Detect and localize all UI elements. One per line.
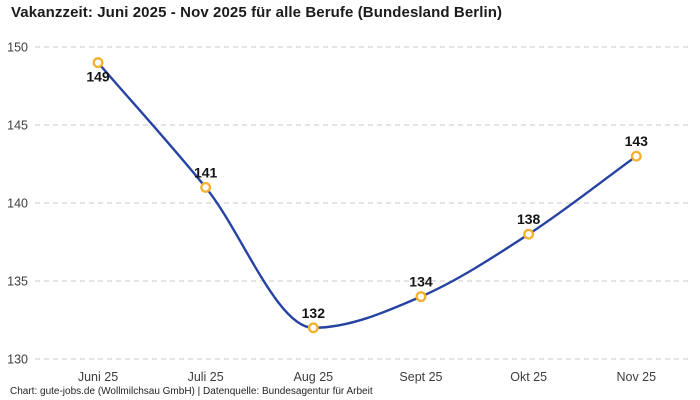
x-axis-label: Aug 25: [294, 370, 334, 384]
series-layer: [92, 57, 642, 334]
data-point-label: 143: [625, 133, 649, 149]
y-tick-label: 150: [7, 41, 28, 55]
y-tick-label: 135: [7, 275, 28, 289]
data-point-marker[interactable]: [307, 322, 319, 334]
grid-layer: 130 135 140 145 150 Juni 25 Juli 25 Aug 25 Sept …: [7, 41, 688, 384]
chart-footer-attribution: Chart: gute-jobs.de (Wollmilchsau GmbH) …: [10, 386, 373, 397]
x-axis-label: Okt 25: [510, 370, 547, 384]
data-point-label: 141: [194, 164, 218, 180]
y-tick-label: 145: [7, 119, 28, 133]
data-point-label: 132: [302, 305, 326, 321]
data-point-marker[interactable]: [523, 228, 535, 240]
data-point-marker[interactable]: [630, 150, 642, 162]
data-point-label: 149: [86, 69, 110, 85]
y-tick-label: 140: [7, 197, 28, 211]
chart-title: Vakanzzeit: Juni 2025 - Nov 2025 für all…: [11, 4, 503, 21]
data-point-marker[interactable]: [415, 291, 427, 303]
x-axis-label: Sept 25: [399, 370, 442, 384]
data-point-label: 138: [517, 211, 541, 227]
x-axis-label: Juli 25: [188, 370, 224, 384]
x-axis-label: Juni 25: [78, 370, 118, 384]
label-layer: 149 141 132 134 138 143: [86, 69, 648, 321]
data-point-marker[interactable]: [92, 57, 104, 69]
y-tick-label: 130: [7, 353, 28, 367]
data-point-marker[interactable]: [200, 181, 212, 193]
series-line: [96, 61, 638, 330]
x-axis-label: Nov 25: [616, 370, 656, 384]
data-point-label: 134: [409, 274, 433, 290]
